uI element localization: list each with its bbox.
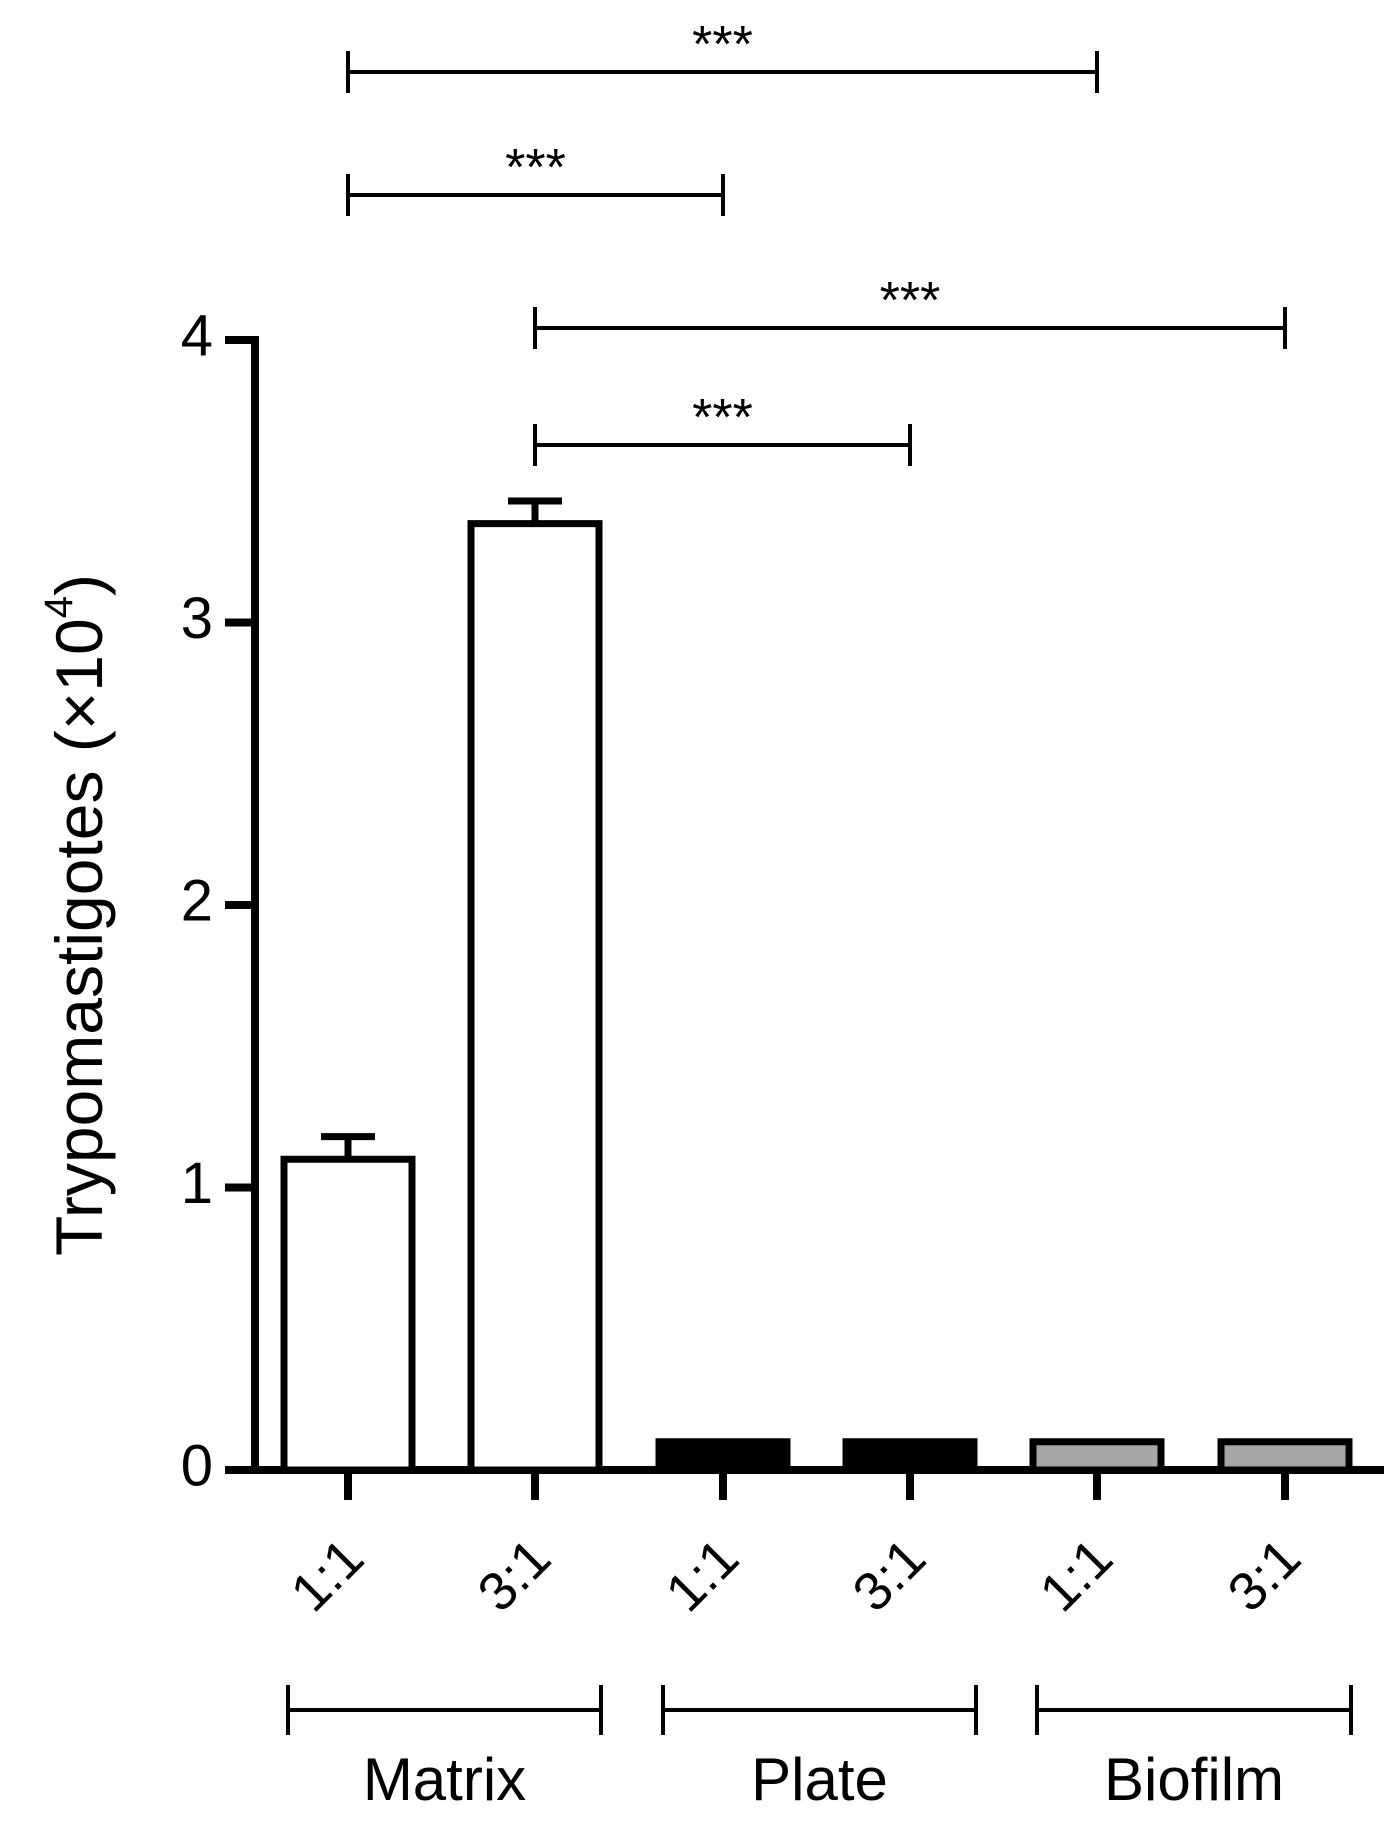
- y-tick-label: 2: [181, 868, 213, 933]
- y-tick-label: 4: [181, 303, 213, 368]
- significance-label: ***: [692, 389, 753, 447]
- bar: [1217, 1438, 1353, 1474]
- bar: [1029, 1438, 1165, 1474]
- group-label: Biofilm: [1104, 1746, 1284, 1813]
- significance-label: ***: [880, 272, 941, 330]
- group-label: Matrix: [363, 1746, 526, 1813]
- significance-label: ***: [505, 139, 566, 197]
- bar: [467, 520, 603, 1474]
- bar: [842, 1438, 978, 1474]
- bar: [280, 1155, 416, 1474]
- bar: [655, 1438, 791, 1474]
- category-label: 1:1: [1029, 1528, 1125, 1624]
- category-label: 1:1: [655, 1528, 751, 1624]
- svg-text:Trypomastigotes (×104): Trypomastigotes (×104): [37, 574, 117, 1256]
- group-label: Plate: [751, 1746, 888, 1813]
- group-brackets: Matrix Plate Biofilm: [286, 1685, 1353, 1813]
- y-axis-label-close: ): [42, 574, 116, 596]
- y-axis-label-superscript: 4: [37, 596, 81, 618]
- axes: 0 1 2 3 4: [181, 303, 1384, 1500]
- category-label: 3:1: [1217, 1528, 1313, 1624]
- category-label: 1:1: [280, 1528, 376, 1624]
- bars: [280, 520, 1353, 1474]
- y-tick-label: 1: [181, 1151, 213, 1216]
- y-axis-label: Trypomastigotes (×104): [37, 574, 117, 1256]
- y-tick-label: 0: [181, 1433, 213, 1498]
- category-labels: 1:1 3:1 1:1 3:1 1:1 3:1: [280, 1528, 1313, 1624]
- y-tick-label: 3: [181, 586, 213, 651]
- significance-label: ***: [692, 16, 753, 74]
- category-label: 3:1: [842, 1528, 938, 1624]
- error-bars: [321, 497, 562, 1160]
- y-axis-label-text: Trypomastigotes (×10: [42, 618, 116, 1256]
- category-label: 3:1: [467, 1528, 563, 1624]
- significance-brackets: *** *** *** ***: [346, 16, 1287, 466]
